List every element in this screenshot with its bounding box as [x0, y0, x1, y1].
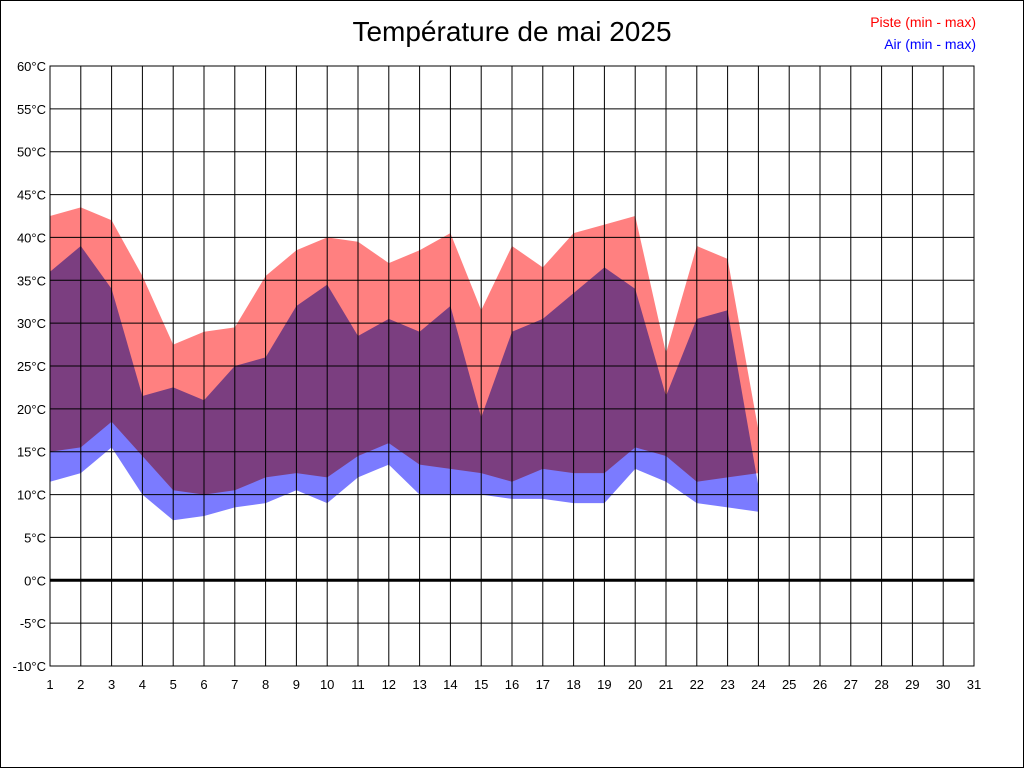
y-tick-label: 0°C	[24, 573, 46, 588]
y-tick-label: 15°C	[17, 445, 46, 460]
y-tick-label: -5°C	[20, 616, 46, 631]
y-tick-label: -10°C	[13, 659, 46, 674]
x-tick-label: 21	[659, 677, 673, 692]
y-tick-label: 40°C	[17, 230, 46, 245]
y-tick-label: 55°C	[17, 102, 46, 117]
chart-title: Température de mai 2025	[352, 16, 672, 47]
x-tick-label: 26	[813, 677, 827, 692]
x-tick-label: 20	[628, 677, 642, 692]
x-tick-label: 19	[597, 677, 611, 692]
x-tick-label: 29	[905, 677, 919, 692]
y-tick-label: 10°C	[17, 488, 46, 503]
x-tick-label: 13	[412, 677, 426, 692]
x-tick-label: 1	[46, 677, 53, 692]
x-tick-label: 22	[690, 677, 704, 692]
y-tick-label: 20°C	[17, 402, 46, 417]
legend-air: Air (min - max)	[884, 36, 976, 52]
x-tick-label: 4	[139, 677, 146, 692]
x-tick-label: 25	[782, 677, 796, 692]
x-tick-label: 14	[443, 677, 457, 692]
y-tick-label: 5°C	[24, 530, 46, 545]
x-tick-label: 28	[874, 677, 888, 692]
y-tick-label: 35°C	[17, 273, 46, 288]
legend-piste: Piste (min - max)	[870, 14, 976, 30]
x-tick-label: 23	[720, 677, 734, 692]
y-tick-label: 45°C	[17, 188, 46, 203]
x-tick-label: 27	[844, 677, 858, 692]
x-tick-label: 24	[751, 677, 765, 692]
x-tick-label: 9	[293, 677, 300, 692]
x-tick-label: 10	[320, 677, 334, 692]
x-tick-label: 17	[536, 677, 550, 692]
y-tick-label: 25°C	[17, 359, 46, 374]
x-tick-label: 15	[474, 677, 488, 692]
y-tick-label: 30°C	[17, 316, 46, 331]
x-tick-label: 18	[566, 677, 580, 692]
x-tick-label: 3	[108, 677, 115, 692]
x-tick-label: 11	[351, 677, 365, 692]
plot-border	[49, 65, 975, 667]
x-tick-label: 2	[77, 677, 84, 692]
x-tick-label: 31	[967, 677, 981, 692]
x-tick-label: 6	[200, 677, 207, 692]
x-tick-label: 7	[231, 677, 238, 692]
y-tick-label: 60°C	[17, 59, 46, 74]
x-tick-label: 30	[936, 677, 950, 692]
x-tick-label: 8	[262, 677, 269, 692]
x-tick-label: 5	[170, 677, 177, 692]
x-tick-label: 12	[382, 677, 396, 692]
y-tick-label: 50°C	[17, 145, 46, 160]
x-tick-label: 16	[505, 677, 519, 692]
